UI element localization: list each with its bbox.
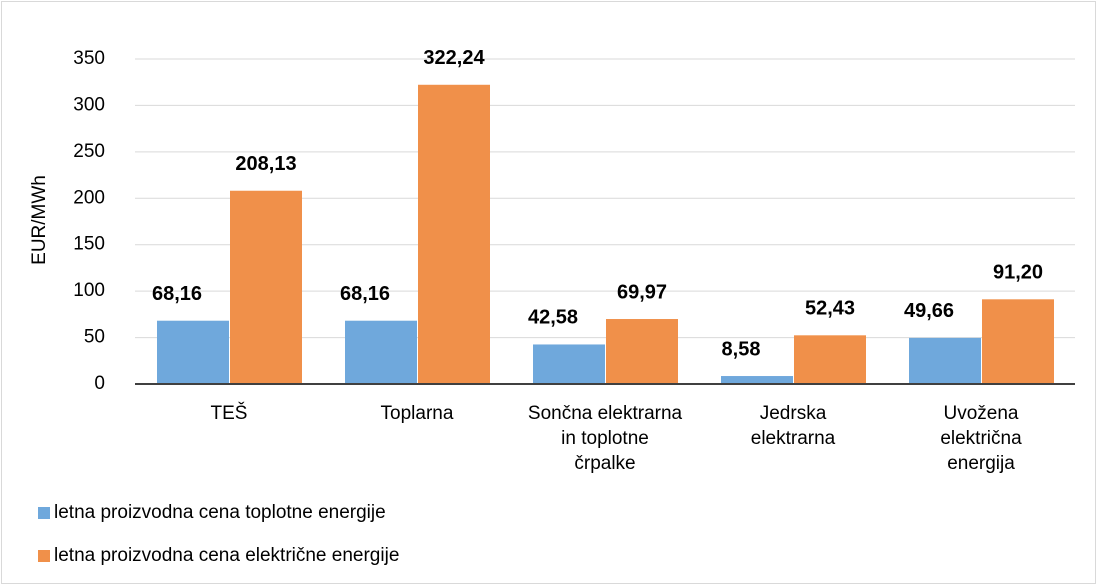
value-label: 322,24 [423, 47, 485, 69]
bar [157, 320, 229, 384]
bar [230, 190, 302, 384]
value-label: 69,97 [617, 281, 667, 303]
bar [794, 335, 866, 384]
value-label: 68,16 [340, 283, 390, 305]
y-axis-label: EUR/MWh [29, 175, 50, 265]
value-label: 42,58 [528, 307, 578, 329]
bar [909, 337, 981, 384]
y-tick-label: 50 [84, 327, 105, 348]
legend-label: letna proizvodna cena toplotne energije [54, 502, 386, 523]
x-tick-label: Sončna elektrarna in toplotne črpalke [528, 403, 683, 474]
y-tick-label: 350 [73, 48, 105, 69]
value-label: 52,43 [805, 298, 855, 320]
x-tick-label: Uvožena električna energija [940, 403, 1022, 474]
bar [606, 319, 678, 384]
x-tick-label: TEŠ [211, 402, 248, 424]
value-label: 8,58 [722, 338, 761, 360]
value-label: 49,66 [904, 300, 954, 322]
bar [418, 84, 490, 384]
legend-swatch [38, 550, 50, 562]
value-label: 68,16 [152, 283, 202, 305]
legend-label: letna proizvodna cena električne energij… [54, 545, 399, 566]
bar [345, 320, 417, 384]
value-label: 91,20 [993, 262, 1043, 284]
y-tick-label: 300 [73, 94, 105, 115]
y-tick-label: 200 [73, 187, 105, 208]
x-tick-label: Jedrska elektrarna [751, 403, 836, 449]
y-tick-label: 150 [73, 234, 105, 255]
legend-swatch [38, 507, 50, 519]
y-tick-label: 100 [73, 280, 105, 301]
bar [721, 376, 793, 384]
value-label: 208,13 [235, 153, 296, 175]
bar [533, 344, 605, 384]
y-tick-label: 0 [94, 373, 105, 394]
bar [982, 299, 1054, 384]
y-tick-label: 250 [73, 141, 105, 162]
x-tick-label: Toplarna [381, 403, 454, 424]
